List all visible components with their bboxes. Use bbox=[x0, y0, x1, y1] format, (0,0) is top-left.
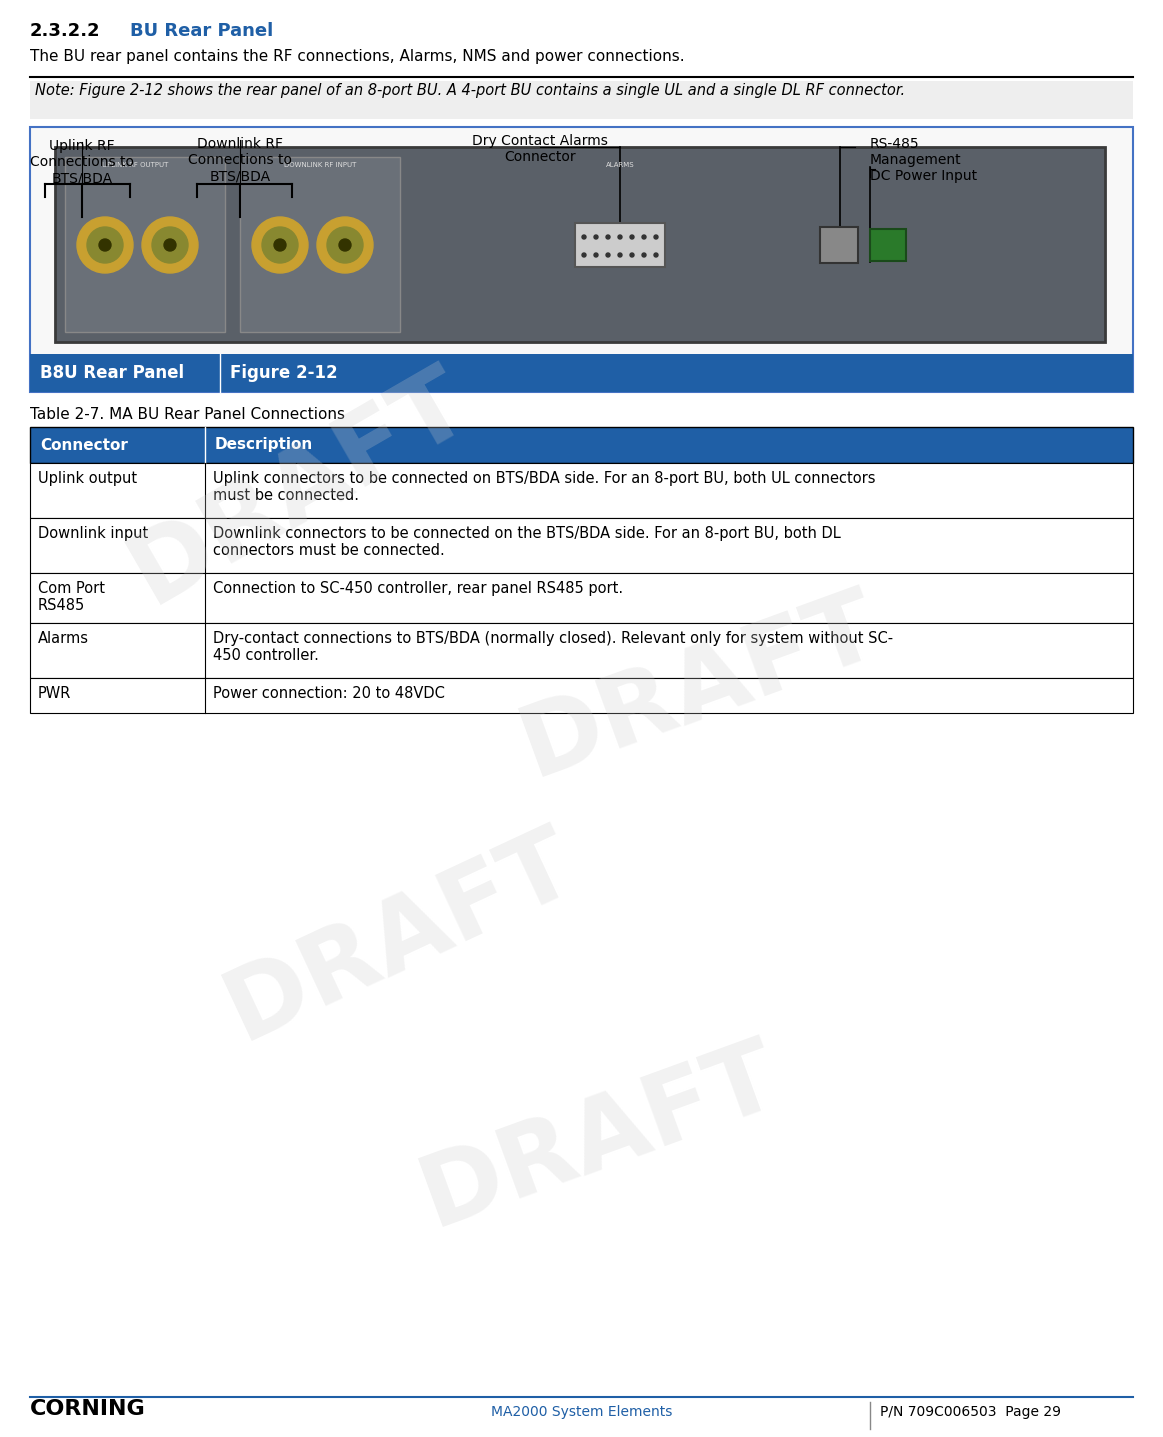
Text: Connector: Connector bbox=[40, 437, 128, 453]
Bar bbox=[30, 678, 1133, 713]
Circle shape bbox=[594, 253, 598, 257]
Text: Dry-contact connections to BTS/BDA (normally closed). Relevant only for system w: Dry-contact connections to BTS/BDA (norm… bbox=[213, 631, 893, 664]
Circle shape bbox=[164, 239, 176, 251]
Circle shape bbox=[262, 227, 298, 263]
Text: Uplink RF
Connections to
BTS/BDA: Uplink RF Connections to BTS/BDA bbox=[30, 139, 134, 185]
Text: Alarms: Alarms bbox=[38, 631, 90, 647]
Text: ALARMS: ALARMS bbox=[606, 162, 634, 168]
Text: 2.3.2.2: 2.3.2.2 bbox=[30, 22, 101, 40]
Text: Downlink connectors to be connected on the BTS/BDA side. For an 8-port BU, both : Downlink connectors to be connected on t… bbox=[213, 526, 841, 559]
Circle shape bbox=[642, 253, 645, 257]
Text: CORNING: CORNING bbox=[30, 1400, 145, 1418]
Circle shape bbox=[654, 236, 658, 239]
Text: BU Rear Panel: BU Rear Panel bbox=[130, 22, 273, 40]
Text: MA2000 System Elements: MA2000 System Elements bbox=[491, 1405, 672, 1418]
Circle shape bbox=[152, 227, 188, 263]
Circle shape bbox=[252, 217, 308, 273]
Bar bbox=[240, 157, 400, 332]
Text: DRAFT: DRAFT bbox=[211, 815, 590, 1061]
Bar bbox=[55, 147, 1105, 342]
Bar bbox=[30, 463, 1133, 517]
Bar bbox=[30, 573, 1133, 624]
Text: Uplink connectors to be connected on BTS/BDA side. For an 8-port BU, both UL con: Uplink connectors to be connected on BTS… bbox=[213, 471, 876, 503]
Text: DRAFT: DRAFT bbox=[408, 1027, 792, 1246]
Circle shape bbox=[606, 253, 611, 257]
Circle shape bbox=[142, 217, 198, 273]
Bar bbox=[30, 80, 1133, 119]
Circle shape bbox=[582, 253, 586, 257]
Bar bbox=[30, 427, 1133, 463]
Text: DOWNLINK RF INPUT: DOWNLINK RF INPUT bbox=[284, 162, 356, 168]
Bar bbox=[870, 228, 906, 262]
Circle shape bbox=[630, 236, 634, 239]
Circle shape bbox=[642, 236, 645, 239]
Circle shape bbox=[327, 227, 363, 263]
Text: Figure 2-12: Figure 2-12 bbox=[230, 364, 337, 382]
Text: Downlink input: Downlink input bbox=[38, 526, 148, 540]
Text: Downlink RF
Connections to
BTS/BDA: Downlink RF Connections to BTS/BDA bbox=[188, 137, 292, 184]
Circle shape bbox=[582, 236, 586, 239]
Bar bbox=[575, 223, 665, 267]
Text: Table 2-7. MA BU Rear Panel Connections: Table 2-7. MA BU Rear Panel Connections bbox=[30, 407, 345, 422]
Text: B8U Rear Panel: B8U Rear Panel bbox=[40, 364, 184, 382]
Text: UPLINK RF OUTPUT: UPLINK RF OUTPUT bbox=[102, 162, 169, 168]
Circle shape bbox=[654, 253, 658, 257]
Bar bbox=[30, 354, 1133, 392]
Text: Description: Description bbox=[215, 437, 313, 453]
Circle shape bbox=[594, 236, 598, 239]
Bar bbox=[30, 126, 1133, 392]
Text: Com Port
RS485: Com Port RS485 bbox=[38, 581, 105, 614]
Circle shape bbox=[274, 239, 286, 251]
Text: Connection to SC-450 controller, rear panel RS485 port.: Connection to SC-450 controller, rear pa… bbox=[213, 581, 623, 596]
Text: The BU rear panel contains the RF connections, Alarms, NMS and power connections: The BU rear panel contains the RF connec… bbox=[30, 49, 685, 65]
Bar bbox=[820, 227, 858, 263]
Circle shape bbox=[77, 217, 133, 273]
Circle shape bbox=[606, 236, 611, 239]
Circle shape bbox=[87, 227, 123, 263]
Text: P/N 709C006503  Page 29: P/N 709C006503 Page 29 bbox=[880, 1405, 1061, 1418]
Circle shape bbox=[99, 239, 110, 251]
Text: RS-485
Management
DC Power Input: RS-485 Management DC Power Input bbox=[870, 137, 977, 184]
Bar bbox=[30, 517, 1133, 573]
Circle shape bbox=[338, 239, 351, 251]
Text: PWR: PWR bbox=[38, 685, 71, 701]
Bar bbox=[65, 157, 224, 332]
Circle shape bbox=[317, 217, 373, 273]
Bar bbox=[30, 624, 1133, 678]
Text: DRAFT: DRAFT bbox=[508, 578, 892, 796]
Circle shape bbox=[630, 253, 634, 257]
Text: Power connection: 20 to 48VDC: Power connection: 20 to 48VDC bbox=[213, 685, 445, 701]
Text: DRAFT: DRAFT bbox=[114, 352, 486, 622]
Text: Uplink output: Uplink output bbox=[38, 471, 137, 486]
Circle shape bbox=[618, 253, 622, 257]
Circle shape bbox=[618, 236, 622, 239]
Text: Dry Contact Alarms
Connector: Dry Contact Alarms Connector bbox=[472, 134, 608, 164]
Text: Note: Figure 2-12 shows the rear panel of an 8-port BU. A 4-port BU contains a s: Note: Figure 2-12 shows the rear panel o… bbox=[35, 83, 905, 98]
